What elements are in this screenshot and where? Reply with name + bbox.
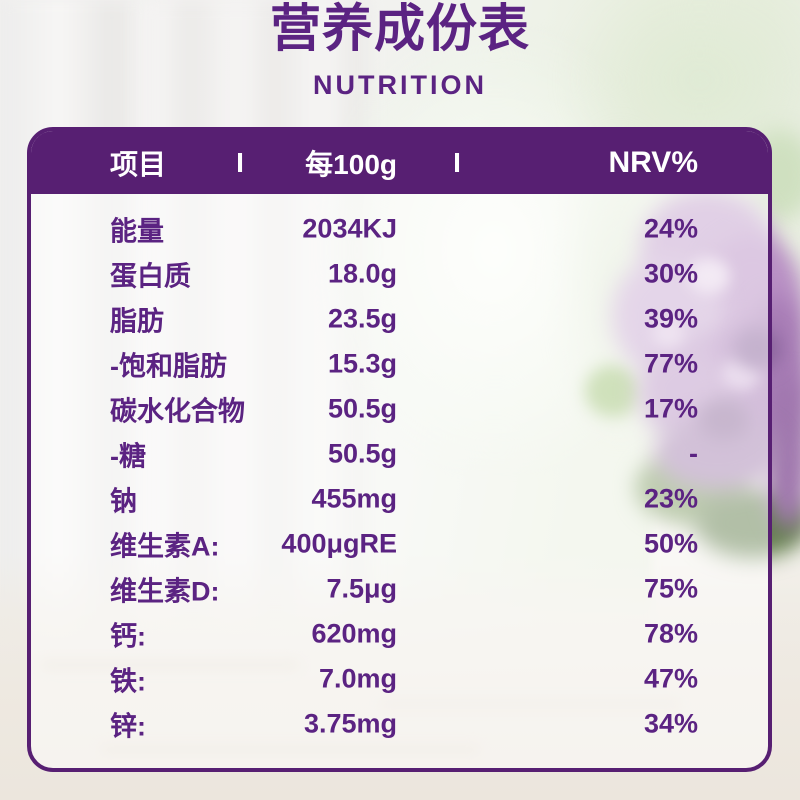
nutrient-name: 能量 bbox=[110, 216, 164, 246]
header-item-column: 项目 bbox=[110, 148, 167, 180]
per-100g-value: 3.75mg bbox=[303, 708, 397, 738]
per-100g-value: 455mg bbox=[311, 483, 397, 513]
per-100g-value: 620mg bbox=[311, 618, 397, 648]
table-header: 项目 I 每100g I NRV% bbox=[31, 131, 768, 194]
table-row: 能量 2034KJ 24% bbox=[31, 206, 768, 251]
nrv-percent-value: 75% bbox=[643, 573, 698, 603]
nutrient-name: -饱和脂肪 bbox=[110, 351, 227, 381]
header-nrv-column: NRV% bbox=[608, 145, 698, 179]
per-100g-value: 50.5g bbox=[327, 438, 397, 468]
table-row: 脂肪 23.5g 39% bbox=[31, 296, 768, 341]
nrv-percent-value: 47% bbox=[643, 663, 698, 693]
nrv-percent-value: - bbox=[689, 438, 698, 468]
page-title: 营养成份表 bbox=[269, 0, 530, 57]
nutrition-table-panel: 项目 I 每100g I NRV% 能量 2034KJ 24% 蛋白质 18.0… bbox=[27, 127, 772, 772]
table-row: 钠 455mg 23% bbox=[31, 476, 768, 521]
nutrient-name: 碳水化合物 bbox=[110, 396, 245, 426]
table-row: 碳水化合物 50.5g 17% bbox=[31, 386, 768, 431]
page-subtitle: NUTRITION bbox=[313, 70, 487, 100]
header-per100g-column: 每100g bbox=[305, 148, 397, 180]
per-100g-value: 23.5g bbox=[327, 303, 397, 333]
nrv-percent-value: 34% bbox=[643, 708, 698, 738]
nutrient-name: -糖 bbox=[110, 441, 146, 471]
nrv-percent-value: 78% bbox=[643, 618, 698, 648]
table-row: 钙: 620mg 78% bbox=[31, 611, 768, 656]
per-100g-value: 15.3g bbox=[327, 348, 397, 378]
nutrient-name: 维生素A: bbox=[110, 531, 220, 561]
nrv-percent-value: 77% bbox=[643, 348, 698, 378]
nutrient-name: 维生素D: bbox=[110, 576, 220, 606]
table-row: 蛋白质 18.0g 30% bbox=[31, 251, 768, 296]
nrv-percent-value: 30% bbox=[643, 258, 698, 288]
per-100g-value: 7.5μg bbox=[326, 573, 397, 603]
header-separator: I bbox=[236, 146, 244, 178]
table-row: 铁: 7.0mg 47% bbox=[31, 656, 768, 701]
nutrient-name: 铁: bbox=[110, 666, 146, 696]
nutrient-name: 脂肪 bbox=[110, 306, 164, 336]
table-row: 锌: 3.75mg 34% bbox=[31, 701, 768, 746]
nrv-percent-value: 24% bbox=[643, 213, 698, 243]
per-100g-value: 18.0g bbox=[327, 258, 397, 288]
nutrient-name: 钙: bbox=[110, 621, 146, 651]
nutrient-name: 锌: bbox=[110, 711, 146, 741]
header-separator: I bbox=[453, 146, 461, 178]
table-row: -饱和脂肪 15.3g 77% bbox=[31, 341, 768, 386]
nutrient-name: 钠 bbox=[110, 486, 137, 516]
nutrient-name: 蛋白质 bbox=[110, 261, 191, 291]
nrv-percent-value: 50% bbox=[643, 528, 698, 558]
table-body: 能量 2034KJ 24% 蛋白质 18.0g 30% 脂肪 23.5g 39%… bbox=[31, 194, 768, 746]
nrv-percent-value: 23% bbox=[643, 483, 698, 513]
per-100g-value: 7.0mg bbox=[318, 663, 397, 693]
nrv-percent-value: 17% bbox=[643, 393, 698, 423]
per-100g-value: 2034KJ bbox=[302, 213, 397, 243]
table-row: 维生素D: 7.5μg 75% bbox=[31, 566, 768, 611]
per-100g-value: 50.5g bbox=[327, 393, 397, 423]
nrv-percent-value: 39% bbox=[643, 303, 698, 333]
table-row: -糖 50.5g - bbox=[31, 431, 768, 476]
table-row: 维生素A: 400μgRE 50% bbox=[31, 521, 768, 566]
per-100g-value: 400μgRE bbox=[281, 528, 397, 558]
